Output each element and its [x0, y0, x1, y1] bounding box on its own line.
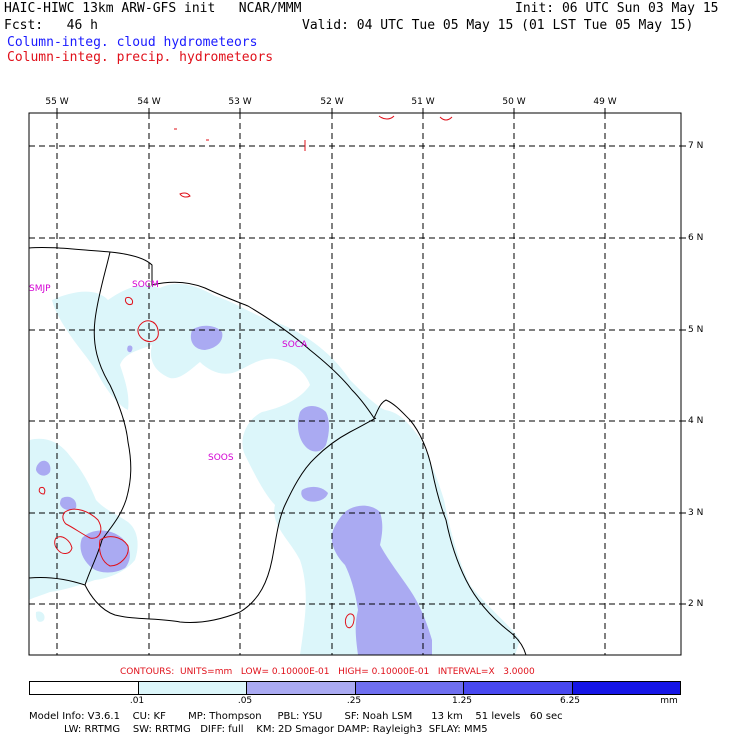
colorbar-segment-1	[30, 682, 139, 694]
country-borders	[29, 251, 377, 623]
valid-time: Valid: 04 UTC Tue 05 May 15 (01 LST Tue …	[302, 18, 694, 33]
forecast-hour: Fcst: 46 h	[4, 18, 98, 33]
colorbar-label-2: .05	[237, 696, 253, 706]
cloud-legend: Column-integ. cloud hydrometeors	[7, 35, 258, 50]
colorbar	[29, 681, 681, 695]
lat-label-6n: 6 N	[688, 233, 704, 243]
lat-label-3n: 3 N	[688, 508, 704, 518]
lon-label-54w: 54 W	[137, 97, 161, 107]
model-info-line1: Model Info: V3.6.1 CU: KF MP: Thompson P…	[29, 711, 563, 722]
model-title: HAIC-HIWC 13km ARW-GFS init NCAR/MMM	[4, 1, 302, 16]
lat-label-4n: 4 N	[688, 416, 704, 426]
station-soca: SOCA	[282, 340, 308, 350]
precip-contours	[38, 115, 453, 629]
lon-label-55w: 55 W	[45, 97, 69, 107]
contour-info: CONTOURS: UNITS=mm LOW= 0.10000E-01 HIGH…	[120, 667, 535, 677]
station-socm: SOCM	[132, 280, 159, 290]
colorbar-segment-5	[464, 682, 573, 694]
colorbar-units: mm	[660, 696, 678, 706]
lat-label-5n: 5 N	[688, 325, 704, 335]
colorbar-label-5: 6.25	[559, 696, 581, 706]
lon-label-52w: 52 W	[320, 97, 344, 107]
colorbar-label-1: .01	[129, 696, 145, 706]
coastline	[29, 246, 527, 655]
colorbar-segment-6	[572, 682, 680, 694]
init-time: Init: 06 UTC Sun 03 May 15	[515, 1, 719, 16]
map-frame	[28, 112, 682, 656]
cloud-light-shading	[29, 283, 520, 655]
colorbar-label-3: .25	[346, 696, 362, 706]
lon-label-49w: 49 W	[593, 97, 617, 107]
colorbar-label-4: 1.25	[451, 696, 473, 706]
colorbar-segment-2	[138, 682, 247, 694]
colorbar-segment-3	[247, 682, 356, 694]
lat-label-2n: 2 N	[688, 599, 704, 609]
station-soos: SOOS	[208, 453, 234, 463]
model-info-line2: LW: RRTMG SW: RRTMG DIFF: full KM: 2D Sm…	[29, 724, 488, 735]
cloud-mid-shading	[36, 325, 432, 655]
station-smjp: SMJP	[29, 284, 51, 294]
precip-legend: Column-integ. precip. hydrometeors	[7, 50, 274, 65]
lon-label-51w: 51 W	[411, 97, 435, 107]
lon-label-53w: 53 W	[228, 97, 252, 107]
lat-label-7n: 7 N	[688, 141, 704, 151]
colorbar-segment-4	[355, 682, 464, 694]
lon-label-50w: 50 W	[502, 97, 526, 107]
lat-lon-grid	[29, 113, 681, 655]
